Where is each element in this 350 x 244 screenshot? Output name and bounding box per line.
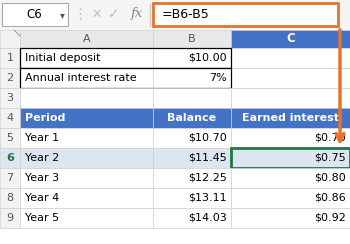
Text: Year 3: Year 3 [25,173,59,183]
Text: 9: 9 [6,213,14,223]
Text: $10.00: $10.00 [188,53,227,63]
Bar [153,48,231,68]
Text: $12.25: $12.25 [188,173,227,183]
Text: 7%: 7% [209,73,227,83]
Text: 4: 4 [6,113,14,123]
Text: $14.03: $14.03 [188,213,227,223]
Text: C6: C6 [26,8,42,21]
Bar [0,208,20,228]
Bar [20,68,231,88]
Bar [153,30,231,48]
Text: ✓: ✓ [108,7,120,21]
Bar [0,48,20,68]
Bar [0,188,20,208]
Bar [20,128,153,148]
Bar [231,148,350,168]
Bar [231,168,350,188]
Bar [153,208,231,228]
Bar [0,30,20,48]
Text: 3: 3 [7,93,14,103]
Text: $0.86: $0.86 [314,193,346,203]
Bar [153,3,338,26]
Text: 8: 8 [6,193,14,203]
Bar [153,88,231,108]
Bar [0,148,20,168]
Bar [0,68,20,88]
Bar [153,188,231,208]
Bar [20,48,231,68]
Text: $0.70: $0.70 [314,133,346,143]
Bar [20,88,153,108]
Text: Balance: Balance [167,113,217,123]
Bar [20,108,153,128]
Bar [20,48,153,68]
Text: 5: 5 [7,133,14,143]
Bar [0,0,350,30]
Text: =B6-B5: =B6-B5 [162,8,210,21]
Text: $0.80: $0.80 [314,173,346,183]
Bar [20,68,153,88]
Text: $13.11: $13.11 [188,193,227,203]
Text: fx: fx [131,8,143,20]
Bar [231,108,350,128]
Bar [20,148,153,168]
Text: Annual interest rate: Annual interest rate [25,73,136,83]
Text: Year 2: Year 2 [25,153,59,163]
Text: Initial deposit: Initial deposit [25,53,100,63]
Bar [231,88,350,108]
Bar [231,30,350,48]
Text: $10.70: $10.70 [188,133,227,143]
Bar [0,168,20,188]
Text: Earned interest: Earned interest [242,113,339,123]
Bar [231,188,350,208]
Text: 6: 6 [6,153,14,163]
Text: Year 5: Year 5 [25,213,59,223]
Text: 1: 1 [7,53,14,63]
Bar [231,208,350,228]
Text: Year 1: Year 1 [25,133,59,143]
Bar [20,30,153,48]
Bar [231,68,350,88]
Text: 7: 7 [6,173,14,183]
Text: Year 4: Year 4 [25,193,59,203]
Bar [0,128,20,148]
Text: ⋮: ⋮ [72,7,88,21]
Text: ▾: ▾ [60,10,64,20]
Text: A: A [83,34,90,44]
Bar [231,128,350,148]
Bar [20,208,153,228]
Bar [0,108,20,128]
Bar [231,148,350,168]
Text: $0.75: $0.75 [314,153,346,163]
Text: $0.92: $0.92 [314,213,346,223]
Bar [153,68,231,88]
Bar [2,3,68,26]
Bar [153,128,231,148]
Bar [0,88,20,108]
Text: C: C [286,32,295,45]
Text: $11.45: $11.45 [188,153,227,163]
Text: 2: 2 [6,73,14,83]
Bar [20,188,153,208]
Text: Period: Period [25,113,65,123]
Bar [231,48,350,68]
Bar [153,108,231,128]
Bar [153,148,231,168]
Text: B: B [188,34,196,44]
Text: ✕: ✕ [92,8,102,20]
Bar [153,168,231,188]
Bar [20,168,153,188]
